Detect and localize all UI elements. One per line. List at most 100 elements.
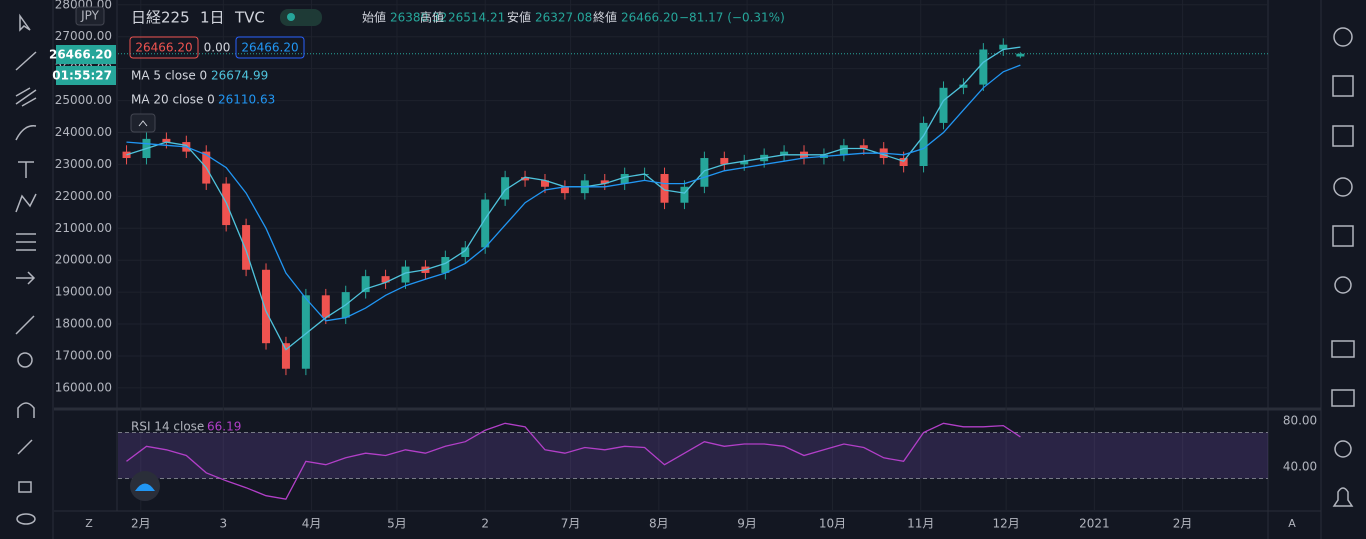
x-tick-label: 2月 xyxy=(1173,517,1193,531)
candle-body xyxy=(1016,53,1025,57)
close-value: 26466.20 xyxy=(621,11,678,25)
close-label: 終値 xyxy=(593,10,617,25)
candle-body xyxy=(301,295,310,369)
rsi-line xyxy=(126,422,1021,500)
y-tick-label: 28000.00 xyxy=(55,0,112,11)
z-button[interactable]: Z xyxy=(85,517,93,530)
ma5-value: 26674.99 xyxy=(211,69,268,83)
rsi-band xyxy=(118,432,1268,479)
source: TVC xyxy=(234,9,265,27)
magnet-tool[interactable] xyxy=(17,402,35,418)
low-value: 26327.08 xyxy=(535,11,592,25)
brush-tool[interactable] xyxy=(15,125,37,141)
y-tick-label: 23000.00 xyxy=(55,157,112,171)
candle-body xyxy=(680,186,689,203)
left-toolbar xyxy=(15,0,54,539)
ideas-icon[interactable] xyxy=(1334,276,1352,294)
lock-drawing-tool[interactable] xyxy=(17,439,33,455)
ma20-value: 26110.63 xyxy=(218,93,275,107)
candle-body xyxy=(859,145,868,149)
candle-body xyxy=(461,247,470,257)
y-tick-label: 16000.00 xyxy=(55,380,112,394)
ma5-label: MA 5 close 0 xyxy=(131,69,207,83)
candle-body xyxy=(600,180,609,184)
buy-button[interactable] xyxy=(235,36,305,59)
sell-button[interactable] xyxy=(129,36,199,59)
logo-mark xyxy=(135,483,155,491)
market-status[interactable] xyxy=(280,9,322,26)
text-tool[interactable] xyxy=(18,161,34,178)
rsi-label: RSI 14 close xyxy=(131,420,204,434)
x-tick-label: 3 xyxy=(220,517,228,531)
candle-body xyxy=(700,158,709,187)
high-value: 26514.21 xyxy=(448,11,505,25)
candle-body xyxy=(521,177,530,181)
candle-body xyxy=(222,183,231,226)
x-tick-label: 2月 xyxy=(131,517,151,531)
overlay: JPY 日経225 1日 TVC 始値 26380.32 高値 26514.21… xyxy=(49,6,1296,530)
symbol: 日経225 xyxy=(131,9,190,27)
chart: 2月 3 4月 5月 2 7月 8月 9月 10月 11月 12月 2021 2月 16000.00 170… xyxy=(54,0,1321,539)
arrow-tool[interactable] xyxy=(16,271,36,285)
candle-body xyxy=(899,158,908,167)
x-tick-label: 9月 xyxy=(737,517,757,531)
y-tick-label: 17000.00 xyxy=(55,348,112,362)
chat-icon[interactable] xyxy=(1331,340,1355,358)
candle-body xyxy=(720,158,729,165)
calendar-icon[interactable] xyxy=(1332,225,1354,247)
y-tick-label: 19000.00 xyxy=(55,285,112,299)
messages-icon[interactable] xyxy=(1331,389,1355,407)
candle-body xyxy=(281,343,290,369)
pattern-tool[interactable] xyxy=(15,193,37,213)
cursor-tool[interactable] xyxy=(19,13,31,32)
y-tick-label: 24000.00 xyxy=(55,125,112,139)
watchlist-icon[interactable] xyxy=(1332,75,1354,97)
y-tick-label: 21000.00 xyxy=(55,221,112,235)
candle-body xyxy=(560,186,569,194)
open-label: 始値 xyxy=(362,10,386,25)
history-icon[interactable] xyxy=(1333,177,1353,197)
low-label: 安値 xyxy=(507,10,531,25)
fib-tool[interactable] xyxy=(15,87,37,107)
candle-body xyxy=(262,269,271,344)
currency: JPY xyxy=(80,9,100,23)
news-icon[interactable] xyxy=(1332,125,1354,147)
alert-icon[interactable] xyxy=(1333,27,1353,47)
open-value: 26380.32 xyxy=(390,11,447,25)
candle-body xyxy=(959,84,968,88)
candle-body xyxy=(939,87,948,123)
candle-body xyxy=(839,145,848,155)
collapse-icon xyxy=(138,120,148,127)
lock-tool[interactable] xyxy=(18,481,32,493)
a-button[interactable]: A xyxy=(1288,517,1296,530)
candle-body xyxy=(540,180,549,187)
x-tick-label: 8月 xyxy=(649,517,669,531)
x-tick-label: 10月 xyxy=(819,517,846,531)
x-tick-label: 12月 xyxy=(992,517,1019,531)
candle-body xyxy=(381,276,390,283)
candle-body xyxy=(999,44,1008,50)
help-icon[interactable] xyxy=(1334,440,1352,458)
last-price: 26466.20 xyxy=(49,48,112,62)
forecast-tool[interactable] xyxy=(16,233,36,251)
right-toolbar xyxy=(1320,0,1355,539)
visibility-tool[interactable] xyxy=(16,513,36,525)
candle-body xyxy=(780,151,789,155)
countdown: 01:55:27 xyxy=(52,69,112,83)
ma20-label: MA 20 close 0 xyxy=(131,93,215,107)
line-tool[interactable] xyxy=(15,51,37,71)
sell-price: 26466.20 xyxy=(135,41,192,55)
ruler-tool[interactable] xyxy=(15,315,35,335)
collapse-button[interactable] xyxy=(130,113,156,133)
countdown-tag xyxy=(56,66,116,85)
candle-body xyxy=(660,173,669,203)
candle-body xyxy=(979,49,988,85)
candle-body xyxy=(321,295,330,318)
zoom-tool[interactable] xyxy=(17,352,33,368)
notification-icon[interactable] xyxy=(1332,487,1354,507)
x-tick-label: 11月 xyxy=(907,517,934,531)
ma-line xyxy=(126,64,1021,322)
y-tick-label: 18000.00 xyxy=(55,317,112,331)
candle-body xyxy=(401,266,410,283)
